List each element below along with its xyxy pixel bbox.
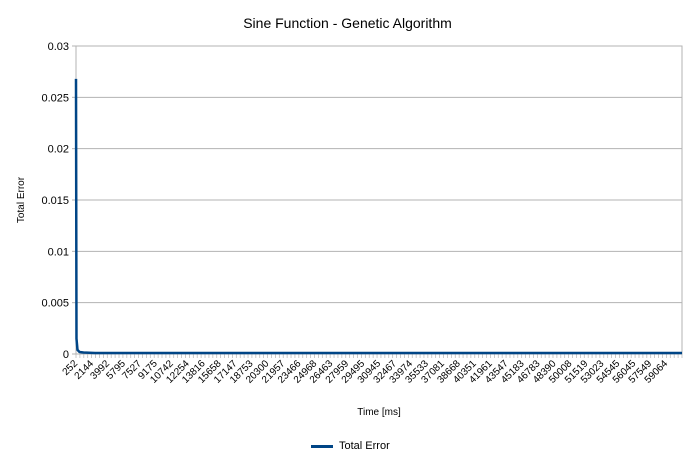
y-axis-title: Total Error [16,176,27,223]
legend: Total Error [311,438,390,454]
y-tick-label: 0.015 [41,195,69,207]
y-tick-label: 0.025 [41,92,69,104]
y-tick-label: 0.03 [48,41,69,53]
x-axis-title: Time [ms] [357,407,401,418]
legend-label: Total Error [339,440,390,452]
y-tick-label: 0.01 [48,246,69,258]
y-tick-label: 0.02 [48,144,69,156]
chart-title: Sine Function - Genetic Algorithm [243,15,452,31]
legend-swatch [311,444,333,448]
series-line-total-error [74,78,682,355]
y-tick-label: 0 [63,349,69,361]
y-tick-label: 0.005 [41,298,69,310]
